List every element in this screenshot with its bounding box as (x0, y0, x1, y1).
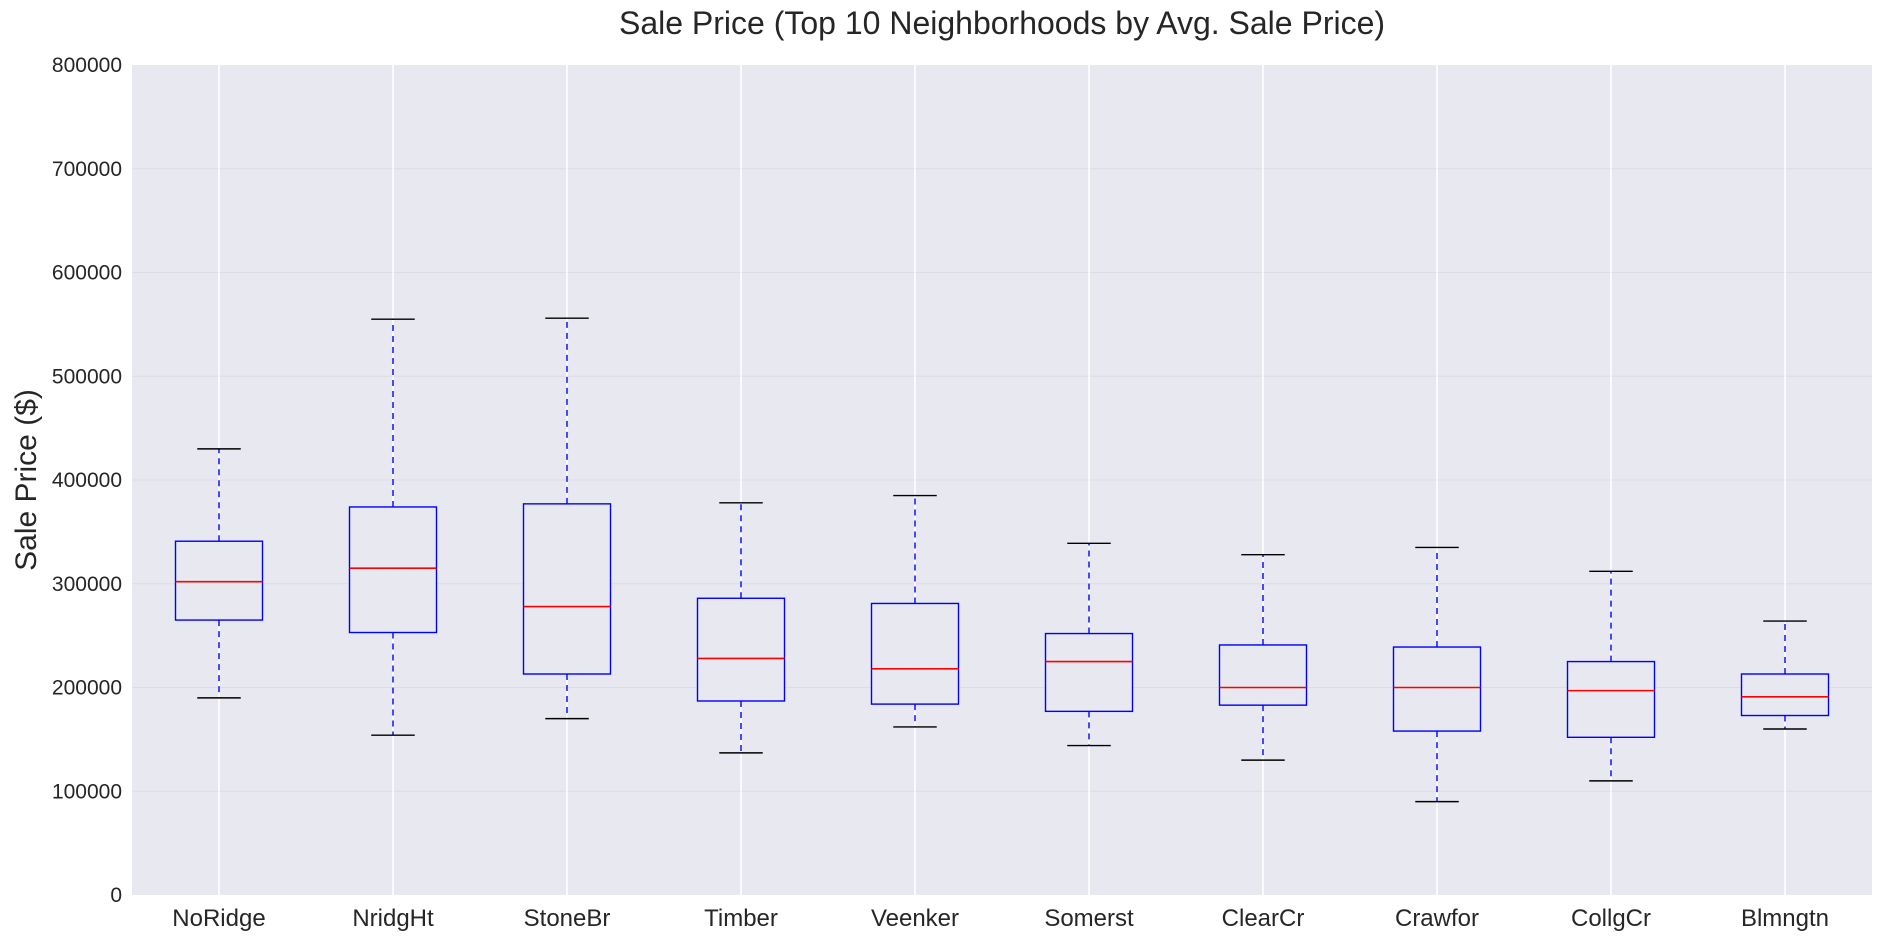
box-clearcr (1218, 554, 1308, 761)
iqr-box (1392, 646, 1482, 732)
box-crawfor (1392, 546, 1482, 803)
y-tick-label: 400000 (52, 469, 122, 492)
iqr-box (1566, 660, 1656, 739)
y-tick-label: 700000 (52, 158, 122, 181)
x-tick-label: Crawfor (1395, 905, 1479, 932)
y-axis-label: Sale Price ($) (10, 389, 43, 571)
x-tick-label: StoneBr (524, 905, 611, 932)
box-veenker (870, 494, 960, 728)
y-tick-label: 600000 (52, 262, 122, 285)
y-tick-label: 500000 (52, 365, 122, 388)
x-axis-ticks: NoRidge NridgHt StoneBr Timber Veenker Somers… (172, 905, 1829, 932)
iqr-box (522, 503, 612, 675)
x-tick-label: NoRidge (172, 905, 265, 932)
iqr-box (174, 540, 264, 621)
box-blmngtn (1740, 620, 1830, 730)
box-noridge (174, 448, 264, 699)
x-tick-label: ClearCr (1222, 905, 1305, 932)
iqr-box (696, 597, 786, 702)
iqr-box (1044, 632, 1134, 713)
iqr-box (348, 506, 438, 634)
x-tick-label: Veenker (871, 905, 959, 932)
x-tick-label: Blmngtn (1741, 905, 1829, 932)
y-tick-label: 800000 (52, 54, 122, 77)
x-tick-label: Somerst (1044, 905, 1134, 932)
box-collgcr (1566, 570, 1656, 782)
box-timber (696, 502, 786, 754)
x-tick-label: Timber (704, 905, 778, 932)
x-tick-label: CollgCr (1571, 905, 1651, 932)
y-tick-label: 0 (110, 884, 122, 907)
box-series (174, 317, 1830, 803)
y-axis-ticks: 0 100000 200000 300000 400000 500000 600000 700… (52, 54, 122, 907)
y-tick-label: 200000 (52, 677, 122, 700)
box-nridght (348, 318, 438, 736)
box-somerst (1044, 542, 1134, 747)
chart-title: Sale Price (Top 10 Neighborhoods by Avg.… (619, 5, 1385, 41)
y-tick-label: 300000 (52, 573, 122, 596)
iqr-box (1740, 673, 1830, 717)
x-tick-label: NridgHt (352, 905, 434, 932)
box-stonebr (522, 317, 612, 720)
iqr-box (870, 602, 960, 705)
iqr-box (1218, 644, 1308, 706)
y-tick-label: 100000 (52, 780, 122, 803)
